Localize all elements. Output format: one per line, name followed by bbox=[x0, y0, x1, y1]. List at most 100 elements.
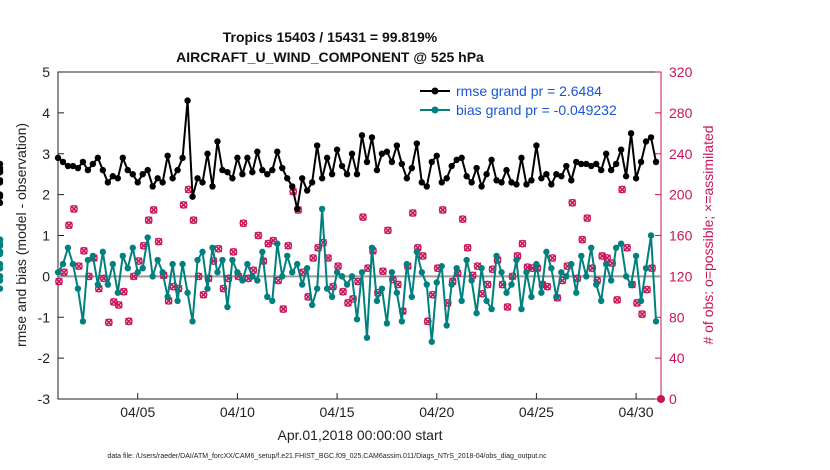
rmse-series-point bbox=[513, 181, 520, 188]
obs-count-marker bbox=[518, 239, 527, 248]
bias-series-point bbox=[0, 250, 4, 258]
rmse-series-point bbox=[508, 179, 515, 186]
obs-count-marker bbox=[638, 310, 646, 319]
bias-series-point bbox=[478, 265, 485, 272]
bias-series-point bbox=[0, 285, 4, 292]
bias-series-point bbox=[493, 252, 500, 260]
obs-possible-marker bbox=[578, 235, 587, 244]
y-tick-label: -3 bbox=[38, 391, 51, 407]
rmse-series-point bbox=[149, 183, 156, 190]
obs-assimilated-marker bbox=[483, 280, 492, 289]
bias-series-point bbox=[622, 273, 630, 280]
bias-series-point bbox=[453, 265, 460, 272]
bias-series-point bbox=[338, 273, 346, 280]
bias-series-point bbox=[209, 244, 216, 251]
obs-assimilated-marker bbox=[359, 213, 367, 221]
bias-series-point bbox=[553, 293, 560, 301]
bias-series-point bbox=[597, 297, 605, 305]
rmse-series-point bbox=[348, 150, 356, 157]
rmse-series-point bbox=[179, 154, 186, 162]
bias-series-point bbox=[637, 297, 645, 305]
bias-series-point bbox=[0, 236, 4, 243]
bias-series-point bbox=[348, 273, 356, 280]
bias-series-point bbox=[593, 281, 600, 288]
obs-count-marker bbox=[279, 305, 288, 313]
obs-possible-marker bbox=[618, 185, 627, 194]
rmse-series-point bbox=[612, 160, 620, 168]
rmse-series-point bbox=[408, 164, 416, 172]
x-tick-label: 04/10 bbox=[220, 404, 255, 420]
obs-assimilated-marker bbox=[518, 239, 527, 248]
bias-series-point bbox=[104, 281, 112, 288]
rmse-series-point bbox=[393, 142, 401, 149]
obs-possible-marker bbox=[408, 209, 417, 217]
y-tick-label: 2 bbox=[42, 187, 50, 203]
chart-subtitle: AIRCRAFT_U_WIND_COMPONENT @ 525 hPa bbox=[176, 49, 484, 65]
bias-series-point bbox=[84, 256, 92, 264]
rmse-series-point bbox=[94, 154, 102, 162]
rmse-series-point bbox=[209, 183, 216, 190]
bias-series-point bbox=[443, 322, 450, 329]
rmse-series-point bbox=[597, 166, 605, 174]
obs-possible-marker bbox=[199, 290, 208, 299]
bias-series-point bbox=[378, 285, 386, 292]
obs-assimilated-marker bbox=[284, 241, 293, 250]
obs-count-marker bbox=[104, 318, 113, 327]
rmse-series-point bbox=[239, 170, 246, 178]
y-tick-label: -1 bbox=[38, 309, 51, 325]
obs-count-marker bbox=[643, 285, 651, 294]
bias-series-point bbox=[463, 256, 470, 264]
y-right-tick-label: 40 bbox=[669, 350, 685, 366]
rmse-series-point bbox=[583, 160, 590, 168]
rmse-series-point bbox=[632, 175, 640, 182]
obs-possible-marker bbox=[80, 246, 88, 255]
bias-series-point bbox=[448, 281, 455, 288]
rmse-series-layer bbox=[0, 97, 660, 213]
bias-series-point bbox=[358, 269, 366, 276]
obs-possible-marker bbox=[70, 205, 78, 213]
bias-series-point bbox=[308, 301, 316, 309]
obs-possible-marker bbox=[189, 216, 198, 225]
obs-assimilated-marker bbox=[179, 201, 188, 209]
rmse-series-point bbox=[538, 175, 545, 182]
rmse-series-point bbox=[578, 160, 585, 168]
obs-possible-marker bbox=[149, 206, 158, 214]
rmse-series-point bbox=[79, 158, 87, 166]
x-tick-label: 04/25 bbox=[519, 404, 554, 420]
bias-series-point bbox=[264, 293, 271, 301]
obs-assimilated-marker bbox=[80, 247, 88, 255]
bias-series-point bbox=[413, 248, 421, 256]
obs-assimilated-marker bbox=[65, 221, 73, 230]
obs-possible-marker bbox=[379, 267, 387, 276]
obs-count-marker bbox=[149, 206, 158, 214]
legend-bias-label: bias grand pr = -0.049232 bbox=[456, 102, 617, 118]
rmse-series-point bbox=[518, 154, 525, 162]
obs-possible-marker bbox=[613, 295, 622, 304]
y-axis-label-right: # of obs: o=possible; ×=assimilated bbox=[700, 125, 716, 344]
obs-assimilated-marker bbox=[214, 245, 223, 253]
rmse-series-point bbox=[194, 175, 201, 182]
rmse-series-point bbox=[308, 179, 316, 186]
bias-series-point bbox=[269, 297, 276, 305]
y-tick-label: 3 bbox=[42, 146, 50, 162]
rmse-series-point bbox=[642, 138, 650, 145]
bias-series-point bbox=[184, 289, 191, 296]
rmse-series-point bbox=[84, 166, 92, 174]
rmse-series-point bbox=[593, 160, 600, 168]
rmse-series-point bbox=[174, 166, 181, 174]
bias-series-point bbox=[144, 234, 151, 241]
rmse-series-point bbox=[473, 164, 480, 172]
bias-series-point bbox=[498, 269, 505, 276]
bias-series-point bbox=[229, 256, 236, 264]
rmse-series-point bbox=[428, 158, 435, 166]
rmse-series-point bbox=[373, 166, 381, 174]
bias-series-point bbox=[174, 297, 181, 305]
y-right-tick-label: 240 bbox=[669, 146, 693, 162]
obs-count-marker bbox=[418, 252, 427, 260]
rmse-series-point bbox=[363, 158, 371, 166]
obs-count-marker bbox=[189, 216, 198, 225]
obs-assimilated-marker bbox=[568, 199, 577, 207]
bias-series-point bbox=[124, 265, 131, 272]
y-tick-label: 5 bbox=[42, 64, 50, 80]
obs-possible-marker bbox=[154, 237, 163, 246]
